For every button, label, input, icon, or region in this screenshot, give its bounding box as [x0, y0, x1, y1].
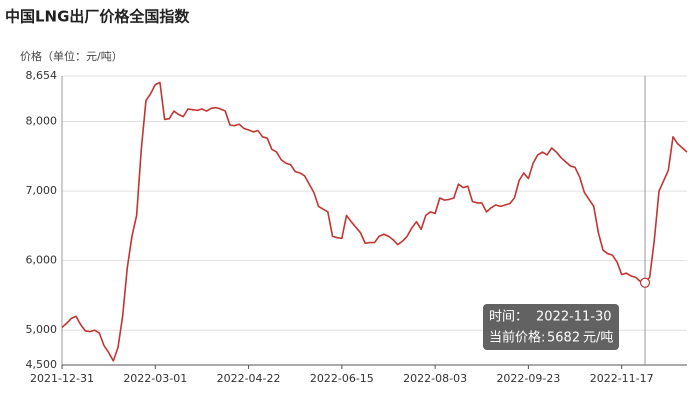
- x-tick-label: 2022-04-22: [217, 372, 281, 385]
- y-tick-label: 4,500: [26, 358, 58, 371]
- tooltip-box: [483, 304, 619, 350]
- price-line: [61, 81, 688, 362]
- x-tick-label: 2022-11-17: [590, 372, 654, 385]
- tooltip-price-label: 当前价格:: [489, 330, 545, 346]
- x-tick-label: 2021-12-31: [30, 372, 94, 385]
- y-axis-label: 价格（单位：元/吨）: [20, 49, 123, 63]
- y-tick-label: 6,000: [26, 254, 58, 267]
- y-tick-label: 5,000: [26, 323, 58, 336]
- x-tick-label: 2022-03-01: [123, 372, 187, 385]
- x-tick-label: 2022-08-03: [403, 372, 467, 385]
- chart-title: 中国LNG出厂价格全国指数: [5, 8, 190, 26]
- hover-point: [639, 277, 651, 288]
- y-tick-label: 7,000: [26, 184, 58, 197]
- tooltip-date: 2022-11-30: [536, 310, 612, 325]
- tooltip-unit: 元/吨: [583, 331, 613, 346]
- tooltip: 时间： 2022-11-30 当前价格: 5682 元/吨: [483, 304, 619, 350]
- tooltip-value: 5682: [547, 331, 580, 346]
- x-tick-label: 2022-09-23: [496, 372, 560, 385]
- tooltip-time-label: 时间：: [489, 310, 528, 325]
- y-tick-label: 8,654: [26, 69, 58, 82]
- y-tick-label: 8,000: [26, 114, 58, 127]
- x-tick-label: 2022-06-15: [310, 372, 374, 385]
